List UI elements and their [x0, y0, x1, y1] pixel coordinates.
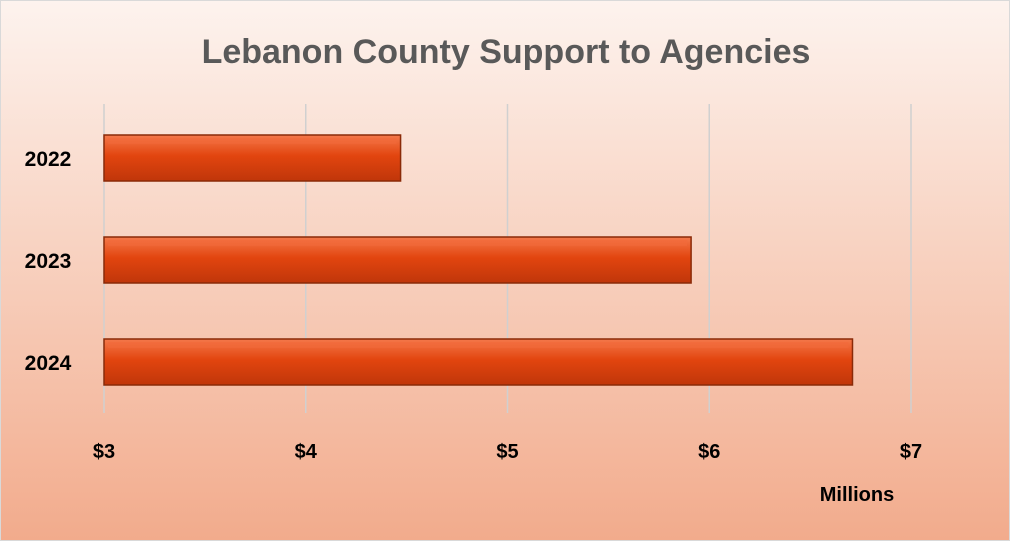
x-tick-label-6: $6 [698, 441, 720, 463]
chart-title: Lebanon County Support to Agencies [202, 33, 811, 71]
bar-2024 [103, 338, 854, 386]
bar-2023 [103, 236, 692, 284]
x-tick-label-3: $3 [93, 441, 115, 463]
x-tick-label-4: $4 [295, 441, 318, 463]
category-label-2022: 2022 [25, 148, 72, 171]
bar-highlight-2023 [108, 240, 688, 246]
category-label-2024: 2024 [25, 352, 72, 375]
bar-2022 [103, 134, 402, 182]
x-tick-label-7: $7 [900, 441, 922, 463]
x-axis-unit-label: Millions [820, 484, 894, 506]
bar-highlight-2022 [108, 138, 397, 144]
bars [103, 134, 854, 386]
category-label-2023: 2023 [25, 250, 72, 273]
x-tick-labels: $3 $4 $5 $6 $7 [93, 441, 922, 463]
category-labels: 2022 2023 2024 [25, 148, 72, 375]
bar-highlight-2024 [108, 342, 849, 348]
x-tick-label-5: $5 [496, 441, 518, 463]
